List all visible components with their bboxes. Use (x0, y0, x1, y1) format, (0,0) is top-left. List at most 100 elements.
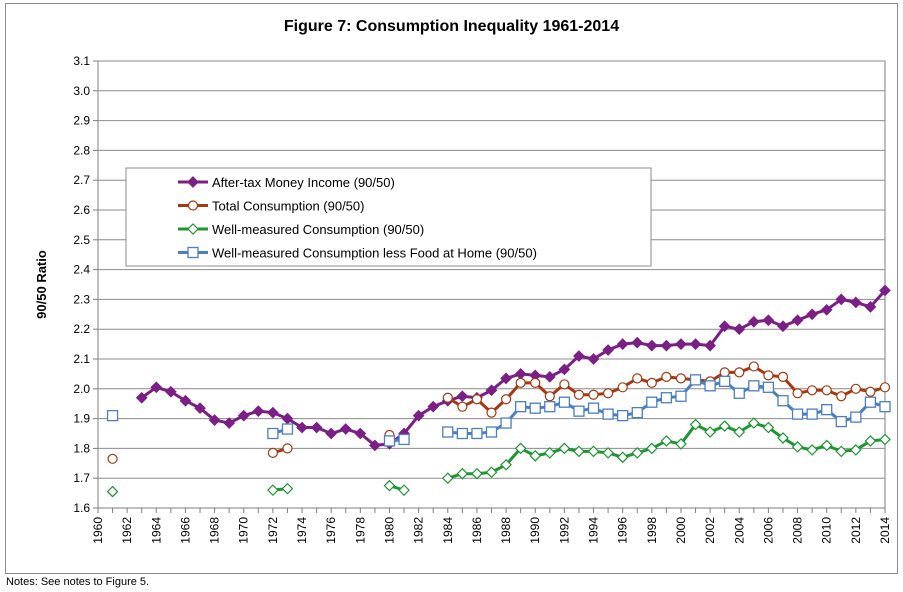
x-tick-label: 1996 (616, 517, 630, 544)
data-point (631, 406, 643, 419)
data-point (704, 426, 716, 438)
data-point (441, 472, 454, 485)
data-point (325, 427, 338, 440)
data-point (573, 405, 585, 417)
data-point (267, 406, 279, 419)
data-point (864, 301, 877, 313)
data-point (646, 396, 658, 408)
data-point (310, 421, 323, 434)
data-point (471, 394, 483, 405)
data-point (747, 315, 760, 328)
data-point (792, 388, 803, 399)
data-point (514, 401, 527, 413)
data-point (689, 338, 702, 350)
y-tick-label: 1.8 (73, 441, 90, 455)
x-tick-label: 1994 (587, 517, 601, 544)
data-point (456, 467, 469, 480)
chart-title: Figure 7: Consumption Inequality 1961-20… (283, 18, 620, 35)
data-point (762, 381, 775, 393)
data-point (267, 484, 279, 496)
legend-label: Well-measured Consumption less Food at H… (212, 246, 537, 261)
data-point (864, 396, 877, 408)
data-point (530, 377, 541, 388)
x-tick-label: 2014 (878, 517, 892, 544)
data-point (179, 394, 192, 407)
series-4 (106, 374, 891, 447)
data-point (587, 402, 600, 414)
x-tick-label: 1960 (91, 517, 105, 544)
x-tick-label: 2008 (791, 517, 805, 544)
data-point (879, 433, 891, 446)
notes-text: Notes: See notes to Figure 5. (6, 576, 150, 588)
data-point (456, 427, 469, 440)
data-point (296, 421, 308, 434)
plot-area-border (97, 60, 886, 509)
data-point (719, 367, 730, 378)
y-tick-label: 2.8 (73, 143, 90, 157)
data-point (543, 371, 556, 383)
data-point (544, 391, 555, 402)
data-point (660, 339, 673, 352)
data-point (485, 466, 498, 479)
data-point (704, 380, 716, 392)
data-point (718, 320, 731, 333)
x-tick-label: 1962 (120, 517, 134, 544)
data-point (514, 442, 527, 455)
data-point (223, 417, 236, 429)
data-point (631, 447, 644, 459)
data-point (762, 314, 775, 327)
data-point (733, 426, 746, 438)
data-point (339, 423, 352, 435)
data-point (733, 323, 746, 336)
data-point (821, 385, 832, 396)
data-point (383, 435, 396, 447)
x-tick-label: 1968 (208, 517, 222, 544)
series-line (140, 289, 887, 447)
data-point (194, 402, 206, 415)
data-point (106, 485, 119, 498)
data-point (835, 293, 848, 306)
data-point (543, 447, 556, 459)
data-point (281, 482, 294, 495)
data-point (820, 303, 833, 316)
data-point (281, 423, 294, 435)
x-tick-label: 1974 (295, 517, 309, 544)
data-point (558, 442, 571, 455)
data-point (748, 380, 760, 392)
y-tick-label: 2.9 (73, 114, 90, 128)
data-point (617, 409, 629, 422)
x-tick-label: 1964 (149, 517, 163, 544)
data-point (661, 371, 672, 382)
data-point (791, 441, 804, 453)
legend-item-3: Well-measured Consumption (90/50) (178, 222, 424, 237)
data-point (471, 427, 483, 440)
data-point (675, 390, 687, 402)
y-tick-label: 2.5 (73, 233, 90, 247)
x-tick-label: 1976 (324, 517, 338, 544)
data-point (485, 426, 498, 438)
data-point (573, 445, 585, 458)
data-point (252, 405, 265, 417)
data-point (529, 450, 542, 462)
x-tick-label: 1998 (645, 517, 659, 544)
data-point (704, 339, 716, 352)
series-line (447, 378, 886, 435)
data-point (106, 409, 119, 422)
data-point (602, 388, 614, 399)
x-tick-label: 1992 (557, 517, 571, 544)
legend-item-4: Well-measured Consumption less Food at H… (178, 246, 537, 261)
data-point (835, 415, 847, 428)
y-tick-label: 1.7 (73, 471, 90, 485)
y-tick-label: 2.7 (73, 173, 90, 187)
data-point (748, 361, 759, 372)
data-point (559, 379, 570, 390)
data-point (486, 407, 497, 418)
data-point (763, 370, 774, 381)
y-tick-label: 2.6 (73, 203, 90, 217)
data-point (791, 314, 804, 327)
legend-swatch-marker (187, 176, 199, 188)
series-group (106, 284, 891, 498)
data-point (836, 391, 847, 402)
x-tick-label: 1982 (412, 517, 426, 544)
series-1 (135, 284, 891, 452)
